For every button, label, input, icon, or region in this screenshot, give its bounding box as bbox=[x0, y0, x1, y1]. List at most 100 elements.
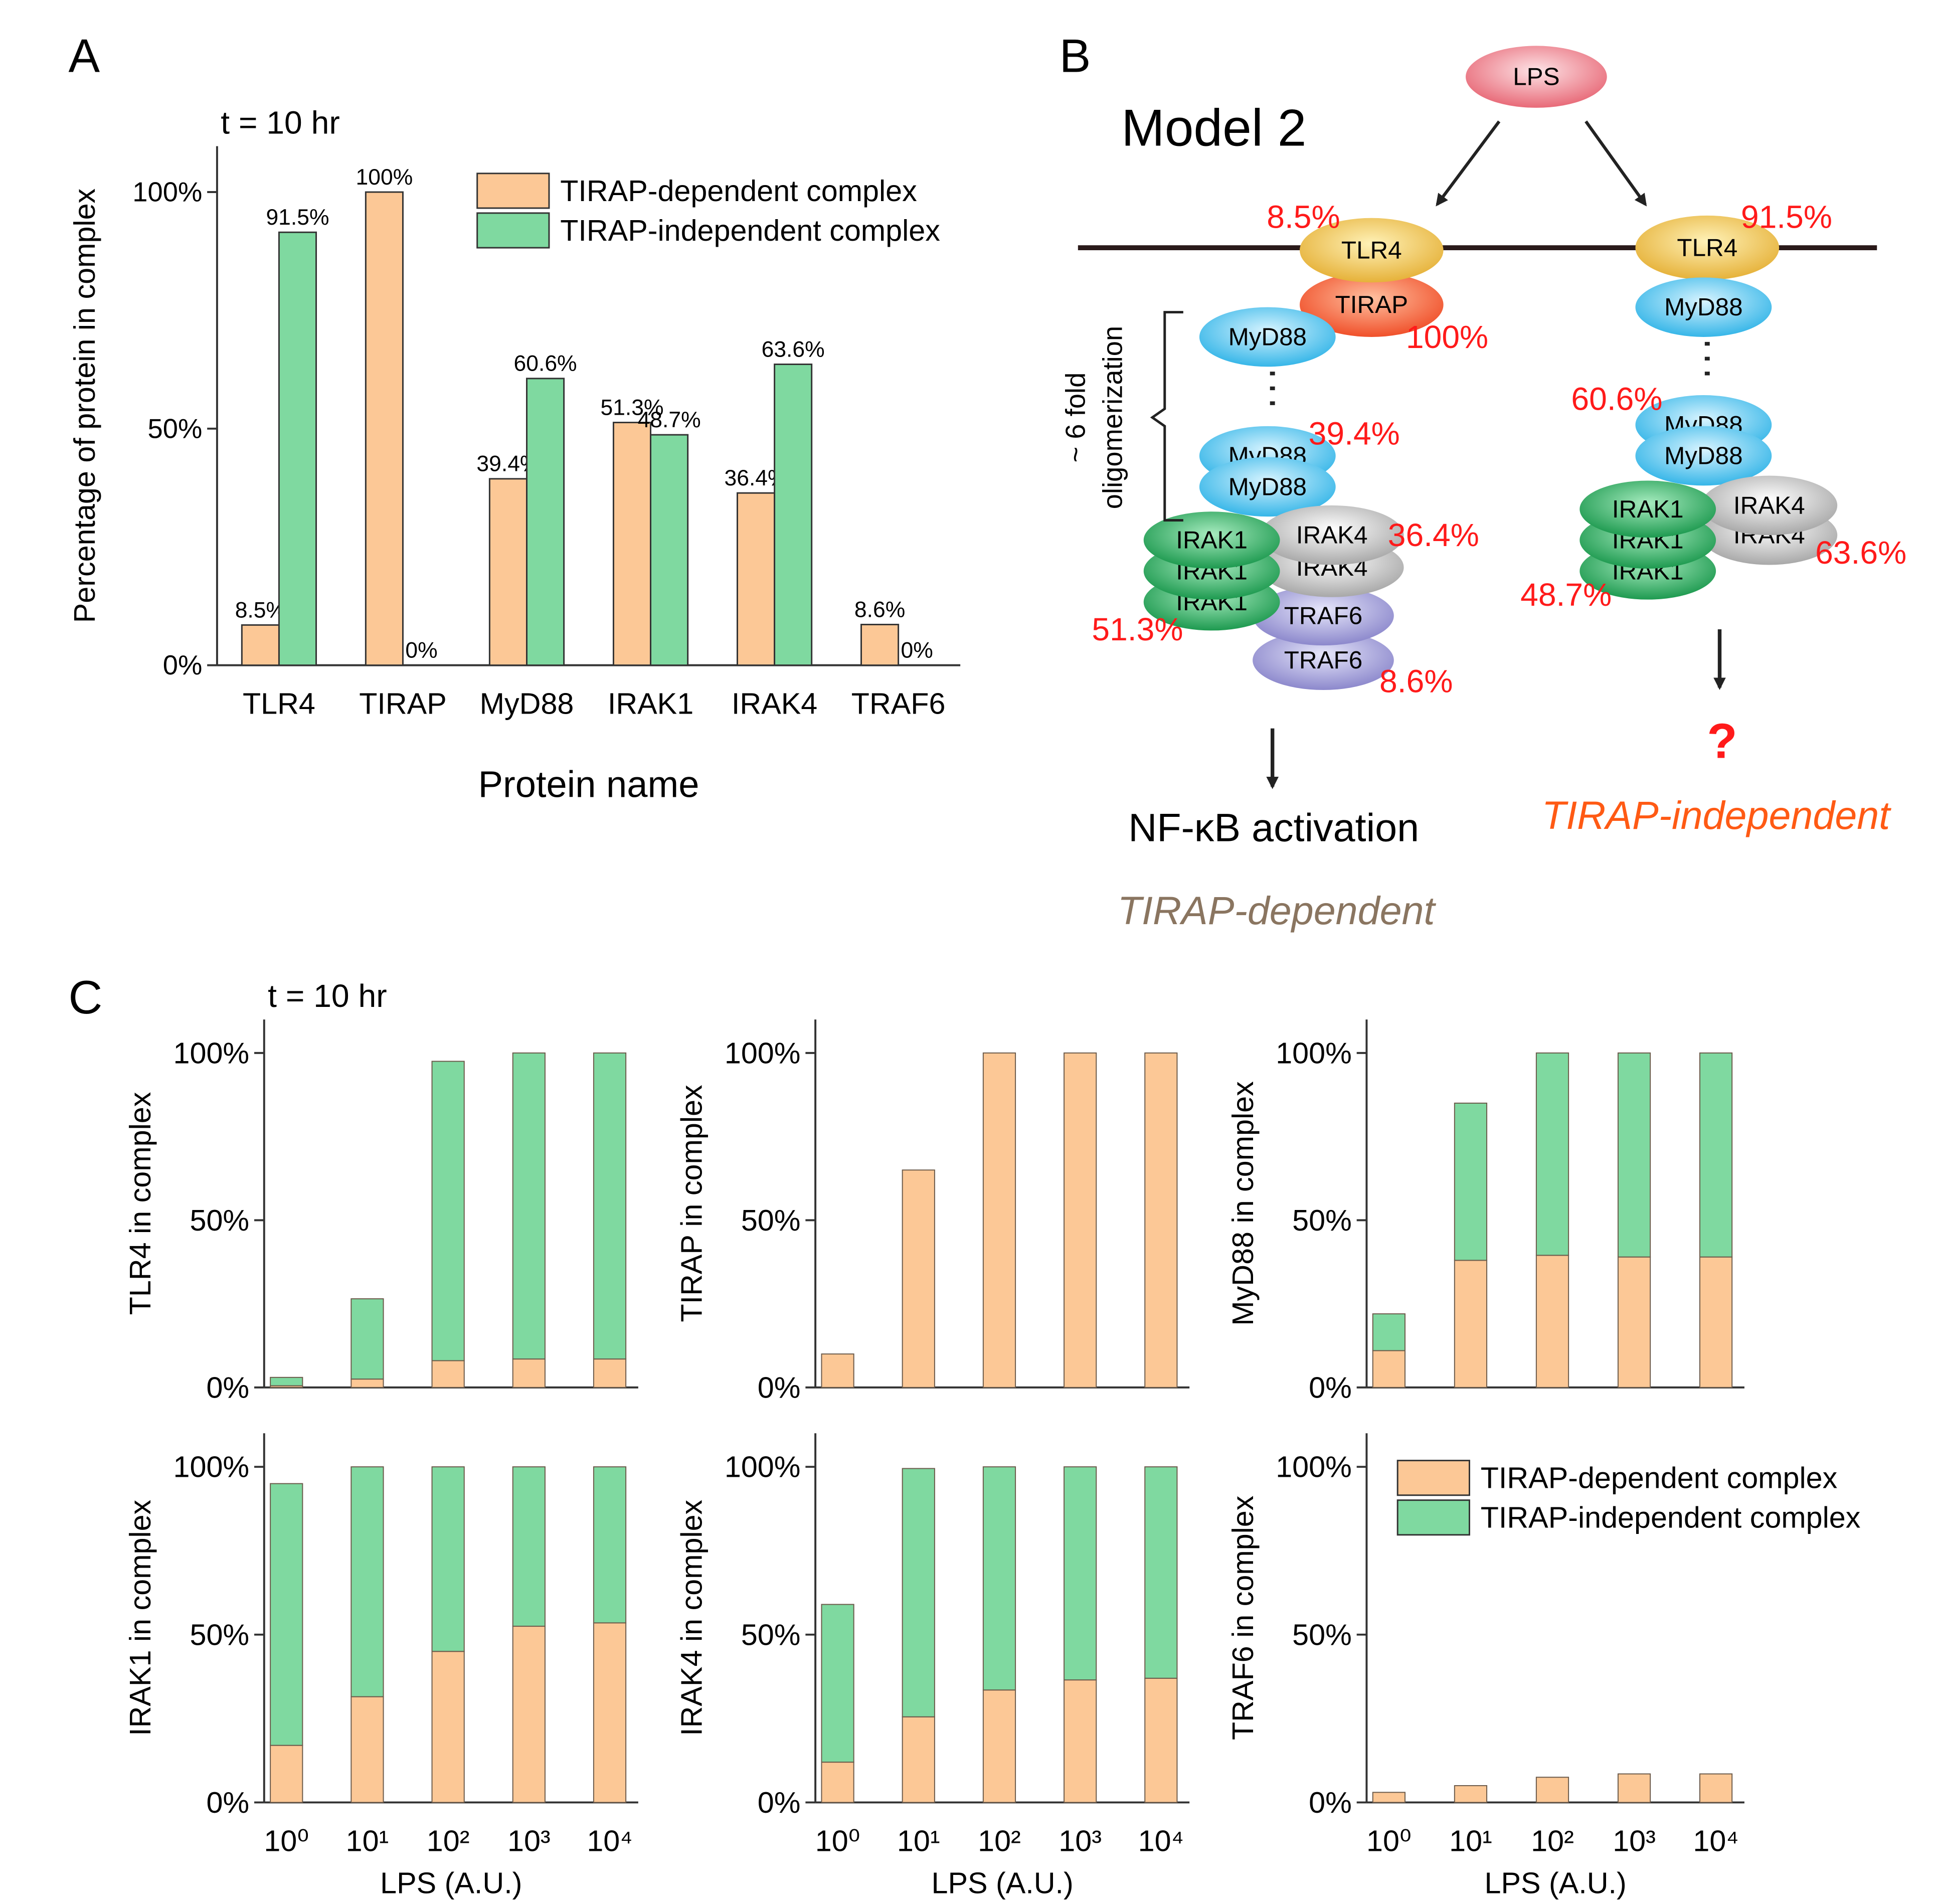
x-tick-label: 10² bbox=[978, 1824, 1021, 1858]
bar bbox=[526, 378, 565, 666]
data-label: 91.5% bbox=[266, 205, 329, 230]
arrow bbox=[1436, 120, 1501, 207]
y-tick-label: 100% bbox=[1276, 1450, 1352, 1484]
node-label: TRAF6 bbox=[1284, 602, 1362, 629]
panel-label: C bbox=[68, 971, 102, 1023]
chart-title: t = 10 hr bbox=[268, 978, 387, 1014]
bar-segment bbox=[593, 1466, 627, 1624]
y-tick-label: 0% bbox=[758, 1370, 801, 1404]
bar-segment bbox=[1699, 1773, 1733, 1803]
y-tick-label: 100% bbox=[132, 177, 202, 208]
node-label: IRAK1 bbox=[1612, 495, 1684, 523]
legend-swatch bbox=[476, 212, 550, 249]
y-tick-label: 50% bbox=[148, 413, 203, 444]
bar-segment bbox=[1454, 1260, 1488, 1388]
data-label: 100% bbox=[356, 165, 413, 190]
node bbox=[1143, 511, 1280, 569]
outcome: NF-κB activation bbox=[1128, 805, 1419, 850]
x-tick-label: 10¹ bbox=[1449, 1824, 1492, 1858]
y-axis-label: TRAF6 in complex bbox=[1226, 1496, 1260, 1740]
y-tick-label: 0% bbox=[1309, 1370, 1352, 1404]
x-axis-label: LPS (A.U.) bbox=[1485, 1866, 1627, 1900]
bar bbox=[650, 434, 689, 666]
bar-segment bbox=[1617, 1256, 1651, 1388]
y-axis-label: Percentage of protein in complex bbox=[68, 189, 101, 623]
outcome: ? bbox=[1707, 713, 1737, 768]
x-tick-label: 10⁴ bbox=[587, 1824, 632, 1858]
node bbox=[1199, 307, 1336, 367]
node bbox=[1579, 480, 1716, 538]
bracket-label: oligomerization bbox=[1098, 326, 1128, 509]
node-label: MyD88 bbox=[1664, 442, 1742, 470]
bar-segment bbox=[270, 1376, 303, 1387]
x-tick-label: 10² bbox=[1531, 1824, 1574, 1858]
node-label: MyD88 bbox=[1228, 473, 1307, 500]
y-tick-label: 50% bbox=[1292, 1203, 1352, 1237]
y-tick-label: 0% bbox=[1309, 1786, 1352, 1819]
bar-segment bbox=[350, 1696, 384, 1803]
bar-segment bbox=[1064, 1466, 1097, 1681]
bar-segment bbox=[982, 1466, 1016, 1691]
data-label: 0% bbox=[405, 638, 437, 662]
x-tick-label: 10² bbox=[427, 1824, 470, 1858]
percent-label: 36.4% bbox=[1388, 517, 1479, 553]
legend-swatch bbox=[1396, 1460, 1470, 1496]
data-label: 0% bbox=[901, 638, 933, 662]
node-label: MyD88 bbox=[1664, 293, 1742, 321]
node bbox=[1635, 426, 1772, 486]
bar-segment bbox=[1699, 1256, 1733, 1388]
pathway-label: TIRAP-dependent bbox=[1118, 888, 1437, 933]
bar bbox=[488, 478, 528, 666]
bracket bbox=[1150, 311, 1183, 522]
y-axis-label: IRAK1 in complex bbox=[123, 1500, 157, 1736]
data-label: 8.5% bbox=[235, 598, 286, 622]
bar-segment bbox=[270, 1745, 303, 1803]
node-label: IRAK1 bbox=[1176, 527, 1248, 554]
bar-segment bbox=[982, 1052, 1016, 1388]
bar-segment bbox=[270, 1483, 303, 1746]
node bbox=[1300, 272, 1444, 337]
bar-segment bbox=[821, 1353, 854, 1388]
data-label: 48.7% bbox=[638, 408, 701, 432]
bar-segment bbox=[1535, 1777, 1569, 1803]
percent-label: 51.3% bbox=[1092, 611, 1183, 647]
bar-segment bbox=[902, 1468, 935, 1717]
bar-segment bbox=[902, 1716, 935, 1803]
bar-segment bbox=[593, 1358, 627, 1388]
x-tick-label: 10³ bbox=[507, 1824, 551, 1858]
y-tick-label: 50% bbox=[741, 1618, 801, 1651]
charts: 0% 50% 100% t = 10 hr Percentage of protein … bbox=[68, 105, 1860, 1900]
legend-swatch bbox=[1396, 1499, 1470, 1536]
y-tick-label: 0% bbox=[758, 1786, 801, 1819]
bar-segment bbox=[1535, 1255, 1569, 1388]
bar bbox=[278, 231, 317, 666]
x-tick-label: 10⁰ bbox=[264, 1824, 309, 1858]
bar-segment bbox=[350, 1298, 384, 1380]
y-tick-label: 100% bbox=[725, 1036, 801, 1070]
node bbox=[1253, 586, 1394, 646]
y-tick-label: 50% bbox=[1292, 1618, 1352, 1651]
legend-label: TIRAP-independent complex bbox=[560, 214, 940, 247]
y-tick-label: 100% bbox=[173, 1036, 250, 1070]
x-tick-label: 10³ bbox=[1613, 1824, 1656, 1858]
bar-segment bbox=[512, 1626, 546, 1803]
bar-segment bbox=[1699, 1052, 1733, 1258]
bar-segment bbox=[1535, 1052, 1569, 1256]
bar-segment bbox=[512, 1052, 546, 1360]
node-label: TLR4 bbox=[1341, 237, 1402, 264]
x-tick-label: TIRAP bbox=[359, 687, 447, 721]
bar bbox=[365, 191, 404, 666]
legend-label: TIRAP-dependent complex bbox=[1481, 1461, 1838, 1495]
node bbox=[1253, 630, 1394, 690]
legend-swatch bbox=[476, 172, 550, 209]
data-label: 51.3% bbox=[600, 395, 663, 420]
bar bbox=[736, 492, 776, 666]
diagram-title: Model 2 bbox=[1121, 98, 1306, 156]
bar-segment bbox=[1144, 1466, 1178, 1679]
y-tick-label: 100% bbox=[173, 1450, 250, 1484]
arrow bbox=[1585, 120, 1647, 207]
bar-segment bbox=[431, 1466, 465, 1652]
y-tick-label: 50% bbox=[190, 1203, 250, 1237]
x-tick-label: 10¹ bbox=[346, 1824, 389, 1858]
